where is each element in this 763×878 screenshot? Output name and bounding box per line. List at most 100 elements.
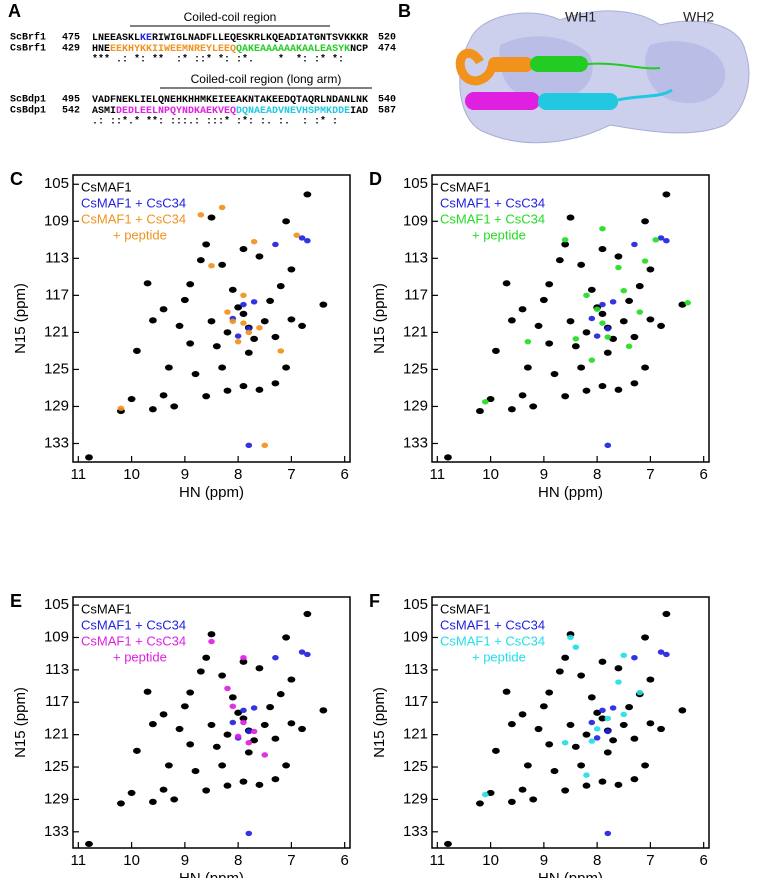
peak [191,767,200,775]
y-tick-label: 113 [45,249,69,266]
peak [85,840,93,848]
peak [117,405,125,412]
x-axis-label: HN (ppm) [179,870,244,878]
peak [620,288,628,294]
y-tick-label: 117 [45,286,69,303]
peak [276,282,285,290]
peak [127,395,136,403]
peak [240,320,247,326]
peak [133,747,141,754]
peak [598,658,607,665]
peak [518,711,527,718]
peak [604,334,612,340]
peak [170,403,179,410]
peak [276,691,285,698]
peak [282,762,290,769]
peak [250,238,258,245]
seq-name: CsBrf1 [10,43,46,55]
y-tick-label: 133 [44,434,69,451]
peak [164,364,173,371]
peak [250,299,258,305]
legend-entry: CsMAF1 [81,601,132,616]
peak [250,335,259,342]
x-axis-label: HN (ppm) [538,870,603,878]
seq-segment: IAD [350,106,368,117]
peak [266,704,274,711]
x-axis-label: HN (ppm) [538,484,603,501]
peak [663,651,670,658]
x-axis-label: HN (ppm) [179,484,244,501]
peak [599,301,606,308]
peak [604,830,612,837]
x-tick-label: 6 [700,466,708,483]
peak [603,349,612,356]
y-tick-label: 109 [403,212,428,229]
peak [117,800,125,807]
peak [604,325,612,332]
peak [641,364,649,371]
peak [271,333,280,341]
peak [127,789,136,797]
legend-entry: + peptide [472,649,526,664]
sequence: HNEEEKHYKKIIWEEMNREYLEEQQAKEAAAAAAKAALEA… [92,44,368,55]
peak [293,232,301,238]
peak [303,610,312,618]
peak [212,343,221,350]
peak [641,258,649,264]
x-tick-label: 9 [181,852,189,869]
peak [229,703,237,710]
peak [678,707,687,714]
peak [240,719,247,726]
peak [646,720,655,727]
seq-segment: QAKEAAAAAAKAALEASYK [236,44,350,55]
peak [518,786,527,793]
peak [615,679,622,685]
peak [646,676,655,683]
panel-label: F [369,591,380,611]
x-tick-label: 7 [287,852,295,869]
peak [599,707,606,714]
peak [657,649,665,655]
panel-label: A [8,1,21,21]
peak [476,407,484,415]
peak [492,747,500,754]
panel-label: E [10,591,22,611]
peak [631,655,638,661]
y-tick-label: 121 [44,726,69,743]
peak [175,725,184,733]
legend-entry: CsMAF1 + CsC34 [81,633,186,648]
x-tick-label: 10 [482,852,499,869]
peak [571,343,580,350]
peak [593,306,601,312]
y-tick-label: 129 [44,397,69,414]
consensus: *** .: *: ** :* ::* *: :*. * *: :* *: [92,54,344,66]
peak [582,731,591,738]
peak [614,665,623,672]
peak [287,676,296,683]
peak [593,726,601,732]
seq-start: 429 [62,44,80,55]
legend-entry: CsMAF1 + CsC34 [81,211,186,226]
peak [630,776,639,783]
peak [539,703,548,710]
peak [571,743,580,750]
seq-start: 542 [62,106,80,117]
peak [272,241,279,248]
peak [631,241,638,248]
plot-frame [72,174,351,463]
plot-frame [431,596,710,849]
peak [202,393,211,400]
seq-segment: RIWIGLNADFLLEQESKRLKQEADIATGNTSVKKKR [152,33,368,44]
peak [212,743,221,750]
peak [492,347,500,355]
peak [260,721,269,729]
peak [202,241,211,248]
y-tick-label: 121 [403,323,428,340]
consensus: .: ::*.* **: :::.: :::* :*: :. :. : :* : [92,116,338,128]
peak [224,685,231,692]
peak [186,340,195,347]
peak [508,406,516,413]
y-tick-label: 133 [403,434,428,451]
peak [234,304,243,311]
legend-entry: CsMAF1 + CsC34 [440,195,545,210]
